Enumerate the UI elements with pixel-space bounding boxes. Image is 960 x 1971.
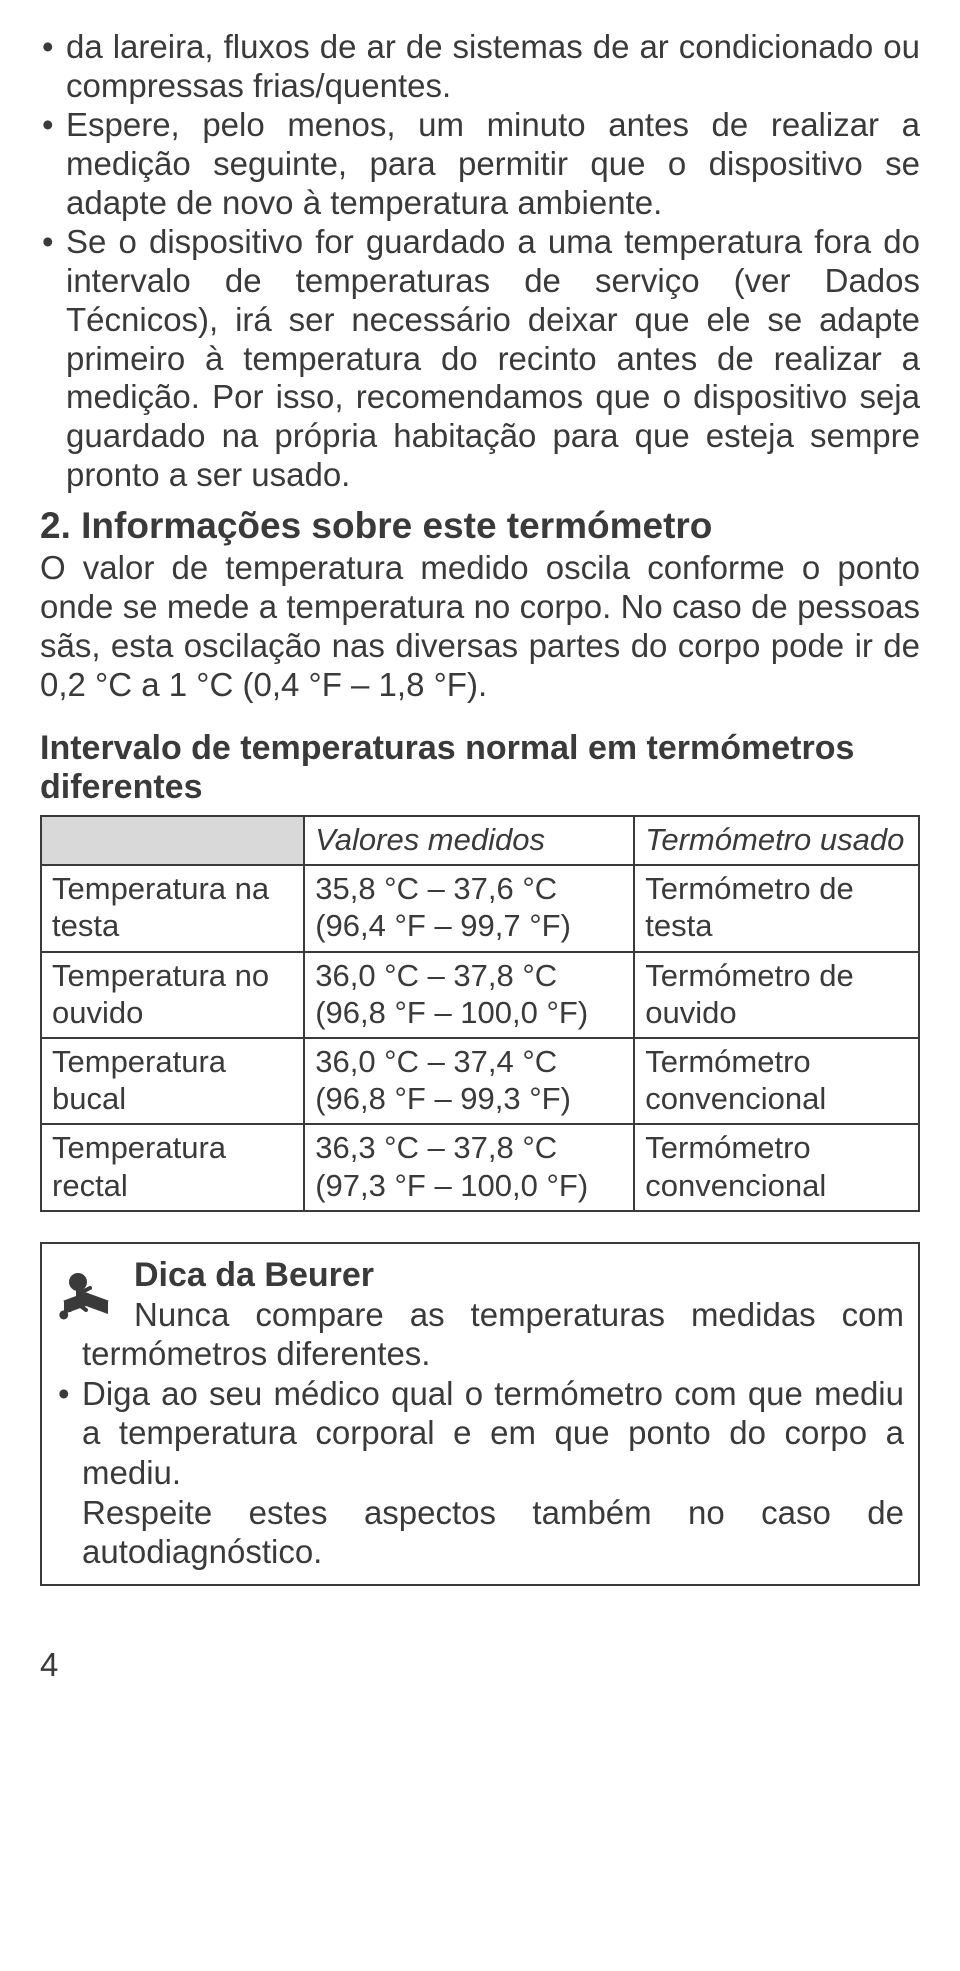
page-number: 4 [40,1646,920,1684]
table-cell: Termómetro convencional [634,1038,919,1124]
table-cell: 36,3 °C – 37,8 °C (97,3 °F – 100,0 °F) [304,1124,634,1210]
top-bullet-list: da lareira, fluxos de ar de sistemas de … [40,28,920,495]
table-cell: Termómetro de ouvido [634,952,919,1038]
tip-box: Dica da Beurer Nunca compare as temperat… [40,1242,920,1586]
table-row: Temperatura bucal 36,0 °C – 37,4 °C (96,… [41,1038,919,1124]
table-cell: Temperatura no ouvido [41,952,304,1038]
table-cell: Temperatura na testa [41,865,304,951]
table-header: Termómetro usado [634,816,919,865]
table-header: Valores medidos [304,816,634,865]
table-subheading: Intervalo de temperaturas normal em term… [40,729,920,807]
table-row: Temperatura na testa 35,8 °C – 37,6 °C (… [41,865,919,951]
tip-header: Dica da Beurer Nunca compare as temperat… [56,1254,904,1374]
table-header-row: Valores medidos Termómetro usado [41,816,919,865]
table-cell: Temperatura rectal [41,1124,304,1210]
bullet-item: Espere, pelo menos, um minuto antes de r… [40,106,920,223]
tip-trailing: Respeite estes aspectos também no caso d… [56,1493,904,1572]
table-header-blank [41,816,304,865]
table-cell: 35,8 °C – 37,6 °C (96,4 °F – 99,7 °F) [304,865,634,951]
table-cell: Temperatura bucal [41,1038,304,1124]
temperature-table: Valores medidos Termómetro usado Tempera… [40,815,920,1212]
page-content: da lareira, fluxos de ar de sistemas de … [40,28,920,1684]
tip-title: Dica da Beurer [56,1256,904,1295]
bullet-item: da lareira, fluxos de ar de sistemas de … [40,28,920,106]
table-cell: 36,0 °C – 37,4 °C (96,8 °F – 99,3 °F) [304,1038,634,1124]
table-cell: Termómetro convencional [634,1124,919,1210]
section-paragraph: O valor de temperatura medido oscila con… [40,549,920,705]
table-row: Temperatura rectal 36,3 °C – 37,8 °C (97… [41,1124,919,1210]
table-cell: Termómetro de testa [634,865,919,951]
table-cell: 36,0 °C – 37,8 °C (96,8 °F – 100,0 °F) [304,952,634,1038]
tip-bullet: Nunca compare as temperaturas medidas co… [56,1295,904,1374]
bullet-item: Se o dispositivo for guardado a uma temp… [40,223,920,496]
section-heading: 2. Informações sobre este termómetro [40,505,920,547]
tip-bullet: Diga ao seu médico qual o termómetro com… [56,1374,904,1493]
table-row: Temperatura no ouvido 36,0 °C – 37,8 °C … [41,952,919,1038]
